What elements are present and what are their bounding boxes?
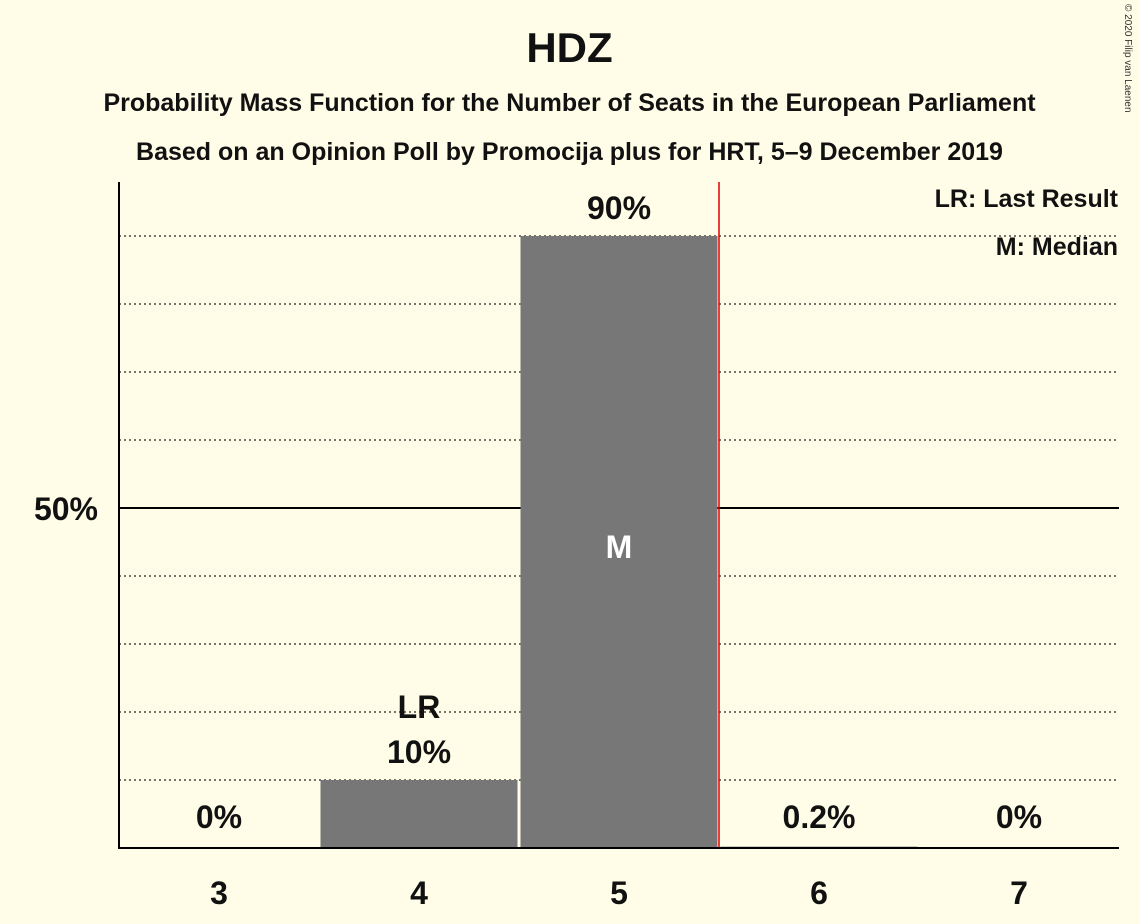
x-tick-label-5: 5: [610, 875, 628, 911]
x-tick-label-3: 3: [210, 875, 228, 911]
value-label-4: 10%: [387, 734, 451, 770]
last-result-marker: LR: [398, 689, 441, 725]
value-label-3: 0%: [196, 799, 242, 835]
x-tick-label-7: 7: [1010, 875, 1028, 911]
bar-seat-4: [320, 780, 518, 848]
bar-seat-5: [520, 236, 718, 848]
legend-median: M: Median: [995, 233, 1118, 261]
value-label-6: 0.2%: [783, 799, 856, 835]
chart-subtitle: Probability Mass Function for the Number…: [103, 89, 1036, 117]
median-marker: M: [606, 529, 633, 565]
value-label-5: 90%: [587, 190, 651, 226]
y-tick-label-50: 50%: [34, 491, 98, 527]
value-label-7: 0%: [996, 799, 1042, 835]
legend-last-result: LR: Last Result: [934, 185, 1118, 213]
x-tick-label-6: 6: [810, 875, 828, 911]
chart-source-line: Based on an Opinion Poll by Promocija pl…: [136, 138, 1003, 166]
chart-title: HDZ: [526, 24, 613, 71]
x-tick-label-4: 4: [410, 875, 428, 911]
